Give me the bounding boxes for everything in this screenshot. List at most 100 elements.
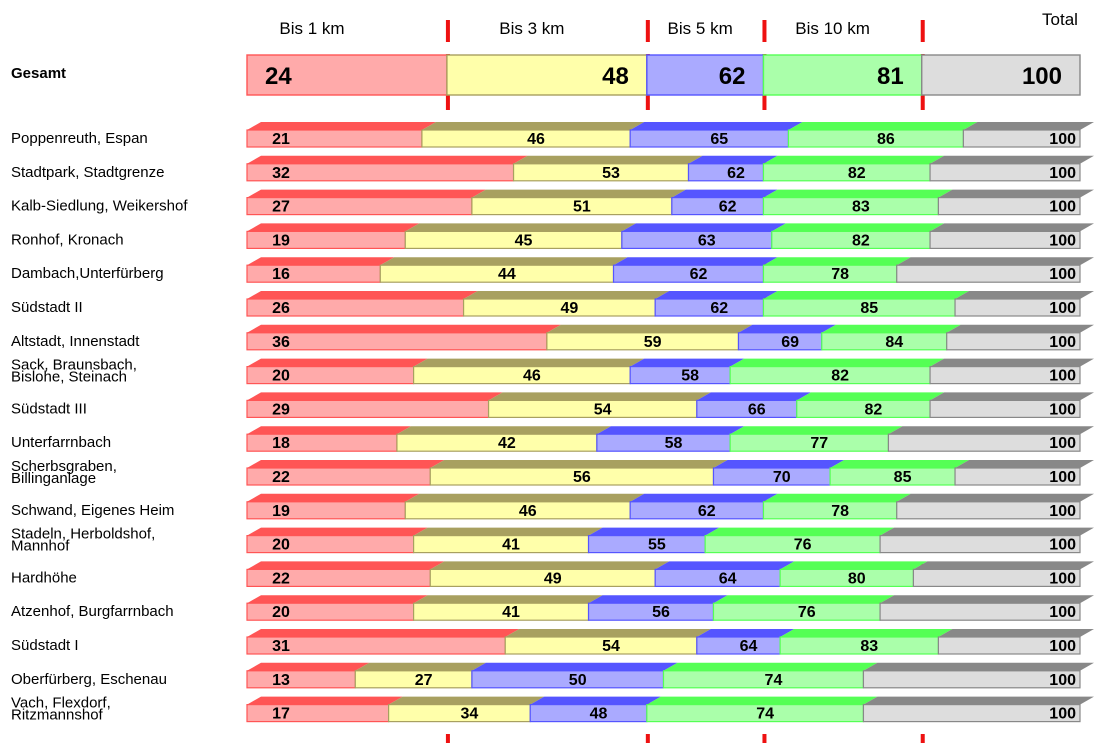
row-unterfarrnbach-bis-1-km-top bbox=[247, 426, 411, 435]
row-ronhof-kronach-bis-10-km-bar bbox=[771, 230, 931, 249]
row-altstadt-innenstadt-bis-1-km-value: 36 bbox=[272, 334, 290, 351]
row-s-dstadt-ii-bis-10-km-top bbox=[763, 291, 970, 299]
row-ronhof-kronach-bis-5-km-value: 63 bbox=[698, 232, 716, 249]
row-hardh-he-bis-3-km-top bbox=[430, 561, 670, 570]
row-s-dstadt-i-bis-1-km-value: 31 bbox=[272, 638, 290, 655]
row-vach-flexdorf-ritzmannshof-bis-1-km-top bbox=[247, 696, 403, 705]
row-vach-flexdorf-ritzmannshof-bis-5-km-bar bbox=[529, 703, 648, 723]
row-vach-flexdorf-ritzmannshof-label-line-2: Ritzmannshof bbox=[11, 707, 104, 724]
row-altstadt-innenstadt-bis-5-km-value: 69 bbox=[781, 334, 799, 351]
row-scherbsgraben-billinganlage-bis-5-km-top bbox=[713, 460, 845, 468]
row-ronhof-kronach-total-top bbox=[930, 223, 1094, 232]
row-hardh-he-bis-5-km-value: 64 bbox=[719, 570, 737, 587]
row-s-dstadt-iii-bis-1-km-top bbox=[247, 392, 503, 401]
summary-total-value: 100 bbox=[1022, 63, 1062, 90]
row-stadtpark-stadtgrenze-bis-10-km-top bbox=[763, 155, 945, 164]
row-atzenhof-burgfarrnbach-total-value: 100 bbox=[1049, 604, 1076, 621]
row-vach-flexdorf-ritzmannshof-bis-5-km-value: 48 bbox=[590, 706, 608, 723]
row-hardh-he-total-value: 100 bbox=[1049, 570, 1076, 587]
row-stadeln-herboldshof-mannhof-bis-5-km-bar bbox=[587, 534, 706, 554]
row-ronhof-kronach-total-value: 100 bbox=[1049, 232, 1076, 249]
row-s-dstadt-iii-bis-10-km-value: 82 bbox=[865, 401, 883, 418]
row-s-dstadt-ii-bis-5-km-bar bbox=[654, 298, 765, 317]
row-atzenhof-burgfarrnbach-bis-10-km-bar bbox=[712, 602, 881, 621]
row-oberf-rberg-eschenau-bis-10-km-bar bbox=[662, 670, 865, 689]
row-altstadt-innenstadt-bis-1-km-top bbox=[247, 324, 561, 333]
row-hardh-he-total-bar bbox=[912, 568, 1081, 588]
row-schwand-eigenes-heim-bis-1-km-bar bbox=[246, 501, 406, 520]
row-stadtpark-stadtgrenze-bis-1-km-top bbox=[247, 155, 528, 164]
row-hardh-he-total-top bbox=[913, 561, 1094, 570]
row-stadtpark-stadtgrenze-bis-3-km-bar bbox=[512, 163, 690, 182]
row-kalb-siedlung-weikershof-label: Kalb-Siedlung, Weikershof bbox=[11, 198, 188, 215]
row-scherbsgraben-billinganlage-total-value: 100 bbox=[1049, 469, 1076, 486]
legend-bis-1-km: Bis 1 km bbox=[279, 19, 344, 38]
row-schwand-eigenes-heim-total-top bbox=[896, 493, 1094, 502]
row-poppenreuth-espan-total-value: 100 bbox=[1049, 131, 1076, 148]
row-s-dstadt-ii-bis-3-km-top bbox=[463, 291, 670, 299]
row-unterfarrnbach-bis-3-km-bar bbox=[396, 433, 598, 452]
row-hardh-he-bis-10-km-value: 80 bbox=[848, 570, 866, 587]
row-stadtpark-stadtgrenze-bis-5-km-bar bbox=[687, 163, 765, 182]
row-stadeln-herboldshof-mannhof-bis-3-km-bar bbox=[413, 534, 590, 554]
row-kalb-siedlung-weikershof-bis-10-km-bar bbox=[762, 197, 939, 216]
row-unterfarrnbach-bis-1-km-bar bbox=[246, 433, 398, 452]
row-vach-flexdorf-ritzmannshof-bis-5-km-top bbox=[530, 696, 661, 705]
row-s-dstadt-i-bis-5-km-top bbox=[696, 629, 795, 637]
legend-bis-3-km: Bis 3 km bbox=[499, 19, 564, 38]
row-scherbsgraben-billinganlage-bis-3-km-bar bbox=[429, 467, 715, 486]
row-s-dstadt-i-bis-3-km-value: 54 bbox=[602, 638, 620, 655]
row-ronhof-kronach-bis-1-km-value: 19 bbox=[272, 232, 290, 249]
row-dambach-unterf-rberg-total-bar bbox=[896, 264, 1081, 283]
row-s-dstadt-ii-bis-1-km-top bbox=[247, 291, 478, 299]
row-poppenreuth-espan-bis-10-km-top bbox=[788, 122, 978, 130]
row-oberf-rberg-eschenau-label: Oberfürberg, Eschenau bbox=[11, 671, 167, 688]
row-altstadt-innenstadt-bis-1-km-bar bbox=[246, 332, 548, 351]
row-hardh-he-label: Hardhöhe bbox=[11, 569, 77, 586]
row-dambach-unterf-rberg-bis-5-km-bar bbox=[612, 264, 765, 283]
row-poppenreuth-espan-bis-3-km-value: 46 bbox=[527, 131, 545, 148]
row-atzenhof-burgfarrnbach-bis-5-km-top bbox=[588, 595, 728, 604]
row-dambach-unterf-rberg-bis-1-km-top bbox=[247, 257, 395, 266]
row-oberf-rberg-eschenau-bis-5-km-bar bbox=[471, 670, 665, 689]
row-kalb-siedlung-weikershof-total-bar bbox=[937, 197, 1081, 216]
row-stadeln-herboldshof-mannhof-bis-3-km-value: 41 bbox=[502, 537, 520, 554]
row-scherbsgraben-billinganlage-bis-10-km-value: 85 bbox=[894, 469, 912, 486]
row-s-dstadt-iii-bis-3-km-bar bbox=[487, 399, 698, 418]
row-s-dstadt-i-total-top bbox=[938, 629, 1094, 637]
row-stadtpark-stadtgrenze-bis-3-km-top bbox=[513, 155, 703, 164]
row-stadeln-herboldshof-mannhof-bis-10-km-top bbox=[705, 527, 895, 536]
row-kalb-siedlung-weikershof-bis-10-km-value: 83 bbox=[852, 199, 870, 216]
row-s-dstadt-iii-total-top bbox=[930, 392, 1094, 401]
row-kalb-siedlung-weikershof-total-top bbox=[938, 189, 1094, 198]
row-kalb-siedlung-weikershof-bis-3-km-top bbox=[471, 189, 686, 198]
row-stadeln-herboldshof-mannhof-label-line-2: Mannhof bbox=[11, 538, 70, 555]
row-ronhof-kronach-bis-5-km-top bbox=[621, 223, 786, 232]
row-hardh-he-bis-1-km-value: 22 bbox=[272, 570, 290, 587]
row-unterfarrnbach-bis-5-km-top bbox=[596, 426, 745, 435]
row-stadtpark-stadtgrenze-total-value: 100 bbox=[1049, 165, 1076, 182]
summary-bis-5-km-value: 62 bbox=[719, 63, 746, 90]
row-sack-braunsbach-bislohe-steinach-bis-3-km-top bbox=[413, 358, 645, 367]
row-oberf-rberg-eschenau-bis-3-km-value: 27 bbox=[415, 672, 433, 689]
row-s-dstadt-ii-label: Südstadt II bbox=[11, 299, 83, 316]
row-ronhof-kronach-bis-3-km-bar bbox=[404, 230, 623, 249]
row-scherbsgraben-billinganlage-label-line-2: Billinganlage bbox=[11, 470, 96, 487]
row-s-dstadt-iii-bis-3-km-top bbox=[488, 392, 711, 401]
row-schwand-eigenes-heim-bis-1-km-value: 19 bbox=[272, 503, 290, 520]
row-poppenreuth-espan-bis-5-km-bar bbox=[629, 129, 790, 148]
row-vach-flexdorf-ritzmannshof-bis-10-km-top bbox=[646, 696, 878, 705]
row-atzenhof-burgfarrnbach-bis-3-km-top bbox=[413, 595, 603, 604]
row-s-dstadt-ii-bis-1-km-value: 26 bbox=[272, 300, 290, 317]
row-atzenhof-burgfarrnbach-bis-1-km-top bbox=[247, 595, 428, 604]
row-s-dstadt-ii-total-bar bbox=[954, 298, 1081, 317]
summary-total-bar bbox=[921, 54, 1081, 96]
row-schwand-eigenes-heim-bis-3-km-bar bbox=[404, 501, 631, 520]
row-sack-braunsbach-bislohe-steinach-bis-5-km-top bbox=[630, 358, 745, 367]
row-sack-braunsbach-bislohe-steinach-bis-1-km-value: 20 bbox=[272, 368, 290, 385]
row-altstadt-innenstadt-total-bar bbox=[946, 332, 1081, 351]
row-altstadt-innenstadt-bis-10-km-value: 84 bbox=[885, 334, 903, 351]
row-stadeln-herboldshof-mannhof-label-line-1: Stadeln, Herboldshof, bbox=[11, 526, 155, 543]
row-s-dstadt-i-bis-3-km-bar bbox=[504, 636, 698, 655]
